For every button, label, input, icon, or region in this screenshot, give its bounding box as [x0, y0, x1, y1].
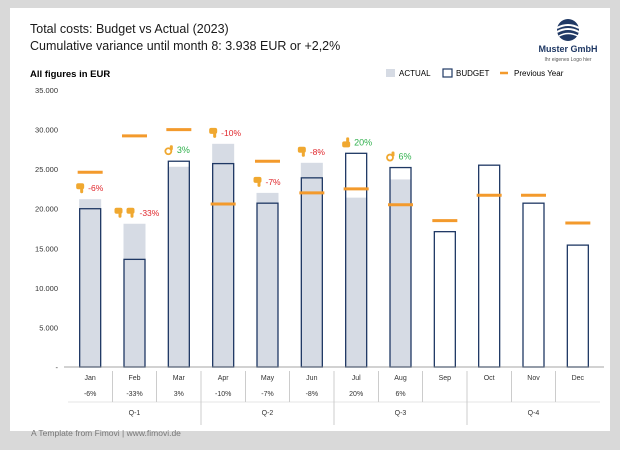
- y-tick-label: 20.000: [35, 205, 58, 214]
- variance-label: 20%: [354, 137, 372, 147]
- ok-hand-finger: [169, 145, 173, 151]
- ok-hand-ring: [386, 153, 394, 162]
- x-tick-label: Jan: [85, 375, 96, 382]
- thumb-down-thumb: [257, 181, 261, 187]
- x-tick-label: Aug: [394, 375, 407, 382]
- variance-label: -10%: [221, 128, 241, 138]
- footer-credit: A Template from Fimovi | www.fimovi.de: [31, 428, 181, 438]
- legend-label-previous-year: Previous Year: [514, 69, 564, 78]
- thumb-up-icon: [342, 137, 351, 148]
- actual-bar: [79, 199, 102, 367]
- thumb-up-thumb: [346, 137, 350, 143]
- legend-label-budget: BUDGET: [456, 69, 489, 78]
- thumb-down-icon: [297, 146, 306, 157]
- variance-label: -6%: [88, 183, 104, 193]
- actual-bar: [212, 143, 235, 367]
- quarter-label: Q-4: [528, 410, 540, 417]
- x-tick-label: Oct: [484, 375, 495, 382]
- x-tick-label: Jun: [306, 375, 317, 382]
- thumb-down-icon: [76, 183, 85, 194]
- variance-row-label: -10%: [215, 391, 231, 398]
- logo-name: Muster GmbH: [538, 44, 598, 54]
- thumb-down-icon: [114, 207, 123, 218]
- thumb-down-icon: [126, 207, 135, 218]
- variance-row-label: -6%: [84, 391, 96, 398]
- legend-label-actual: ACTUAL: [399, 69, 431, 78]
- variance-row-label: 6%: [395, 391, 405, 398]
- x-tick-label: Nov: [527, 375, 540, 382]
- y-tick-label: 35.000: [35, 86, 58, 95]
- chart-subtitle: Cumulative variance until month 8: 3.938…: [30, 39, 341, 53]
- thumb-down-palm: [126, 207, 135, 214]
- quarter-label: Q-1: [129, 410, 141, 417]
- thumb-down-palm: [114, 207, 123, 214]
- variance-row-label: 20%: [349, 391, 363, 398]
- actual-bar: [300, 162, 323, 367]
- ok-hand-finger: [391, 151, 395, 157]
- thumb-down-palm: [76, 183, 85, 190]
- x-tick-label: May: [261, 375, 275, 382]
- chart-legend: ACTUAL BUDGET Previous Year: [386, 68, 564, 78]
- y-tick-label: 10.000: [35, 284, 58, 293]
- variance-label: 6%: [399, 152, 412, 162]
- y-tick-label: 25.000: [35, 165, 58, 174]
- actual-bar: [345, 197, 368, 367]
- variance-row-label: -7%: [261, 391, 273, 398]
- x-tick-label: Jul: [352, 375, 361, 382]
- legend-swatch-budget: [442, 68, 453, 78]
- y-tick-label: 15.000: [35, 244, 58, 253]
- quarter-label: Q-2: [262, 410, 274, 417]
- y-tick-label: -: [56, 363, 59, 372]
- globe-icon: [556, 19, 580, 41]
- thumb-down-thumb: [118, 212, 122, 218]
- actual-bar: [167, 166, 190, 367]
- quarter-label: Q-3: [395, 410, 407, 417]
- thumb-down-palm: [297, 146, 306, 153]
- ok-hand-ring: [164, 147, 173, 156]
- x-tick-label: Feb: [128, 375, 140, 382]
- company-logo: Muster GmbH Ihr eigenes Logo hier: [528, 17, 608, 69]
- thumb-down-palm: [253, 176, 262, 183]
- budget-bar: [566, 244, 589, 368]
- thumb-down-icon: [253, 176, 262, 187]
- logo-tagline: Ihr eigenes Logo hier: [544, 57, 592, 63]
- y-tick-label: 5.000: [39, 323, 58, 332]
- y-tick-label: 30.000: [35, 126, 58, 135]
- actual-bar: [123, 223, 146, 367]
- thumb-down-icon: [209, 127, 218, 138]
- ok-hand-icon: [164, 145, 173, 156]
- thumb-down-palm: [209, 127, 218, 134]
- variance-row-label: -8%: [306, 391, 318, 398]
- actual-bar: [389, 179, 412, 367]
- thumb-down-thumb: [130, 212, 134, 218]
- actual-bar: [256, 192, 279, 367]
- thumb-up-palm: [342, 141, 351, 148]
- x-tick-label: Apr: [218, 375, 230, 382]
- budget-bar: [433, 231, 456, 368]
- variance-row-label: 3%: [174, 391, 184, 398]
- chart-card: Total costs: Budget vs Actual (2023) Cum…: [10, 8, 610, 431]
- x-tick-label: Mar: [173, 375, 186, 382]
- thumb-down-thumb: [80, 188, 84, 194]
- variance-label: -33%: [140, 208, 160, 218]
- thumb-down-thumb: [301, 151, 305, 157]
- variance-label: -7%: [266, 177, 282, 187]
- chart-title: Total costs: Budget vs Actual (2023): [30, 22, 229, 36]
- thumb-down-thumb: [213, 132, 217, 138]
- legend-swatch-actual: [386, 69, 395, 77]
- budget-actual-chart: - 5.000 10.000 15.000 20.000 25.000 30.000 35.0…: [35, 68, 604, 425]
- variance-row-label: -33%: [126, 391, 142, 398]
- units-label: All figures in EUR: [30, 69, 111, 80]
- variance-label: -8%: [310, 147, 326, 157]
- variance-label: 3%: [177, 145, 190, 155]
- ok-hand-icon: [386, 151, 395, 162]
- x-tick-label: Dec: [572, 375, 585, 382]
- x-tick-label: Sep: [439, 375, 452, 382]
- budget-bar: [522, 202, 545, 368]
